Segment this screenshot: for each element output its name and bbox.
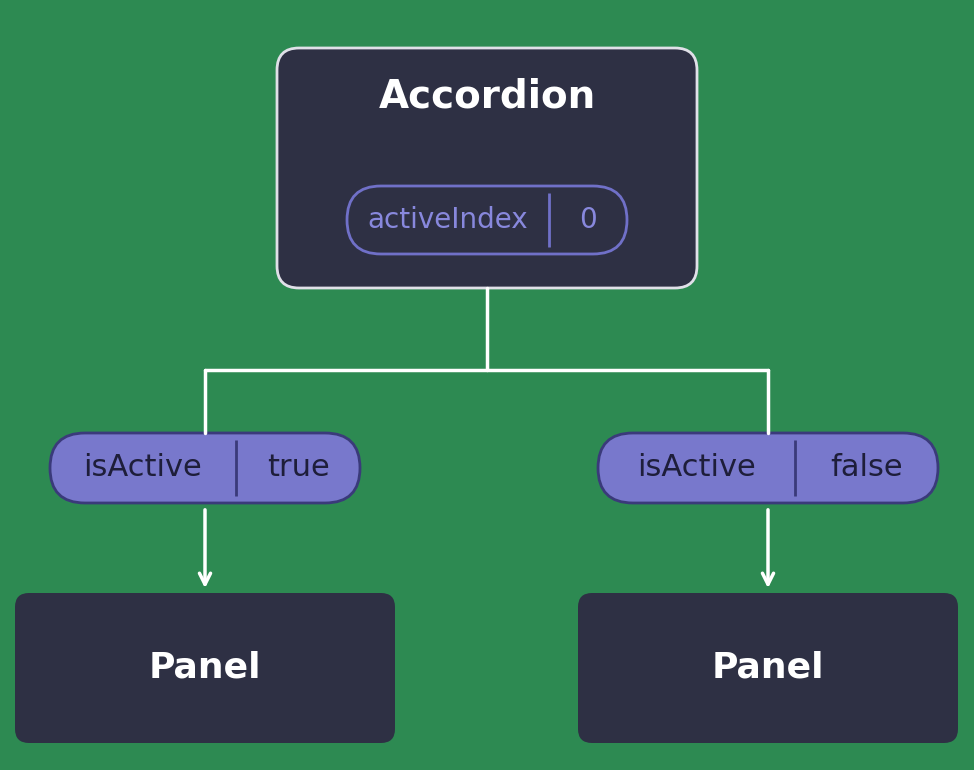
Text: Panel: Panel (149, 651, 261, 685)
FancyBboxPatch shape (347, 186, 627, 254)
Text: activeIndex: activeIndex (367, 206, 528, 234)
Text: false: false (830, 454, 903, 483)
FancyBboxPatch shape (598, 433, 938, 503)
Text: true: true (267, 454, 329, 483)
FancyBboxPatch shape (578, 593, 958, 743)
FancyBboxPatch shape (50, 433, 360, 503)
Text: isActive: isActive (637, 454, 756, 483)
FancyBboxPatch shape (277, 48, 697, 288)
FancyBboxPatch shape (15, 593, 395, 743)
Text: Panel: Panel (712, 651, 824, 685)
Text: 0: 0 (579, 206, 597, 234)
Text: Accordion: Accordion (378, 77, 596, 115)
Text: isActive: isActive (84, 454, 203, 483)
